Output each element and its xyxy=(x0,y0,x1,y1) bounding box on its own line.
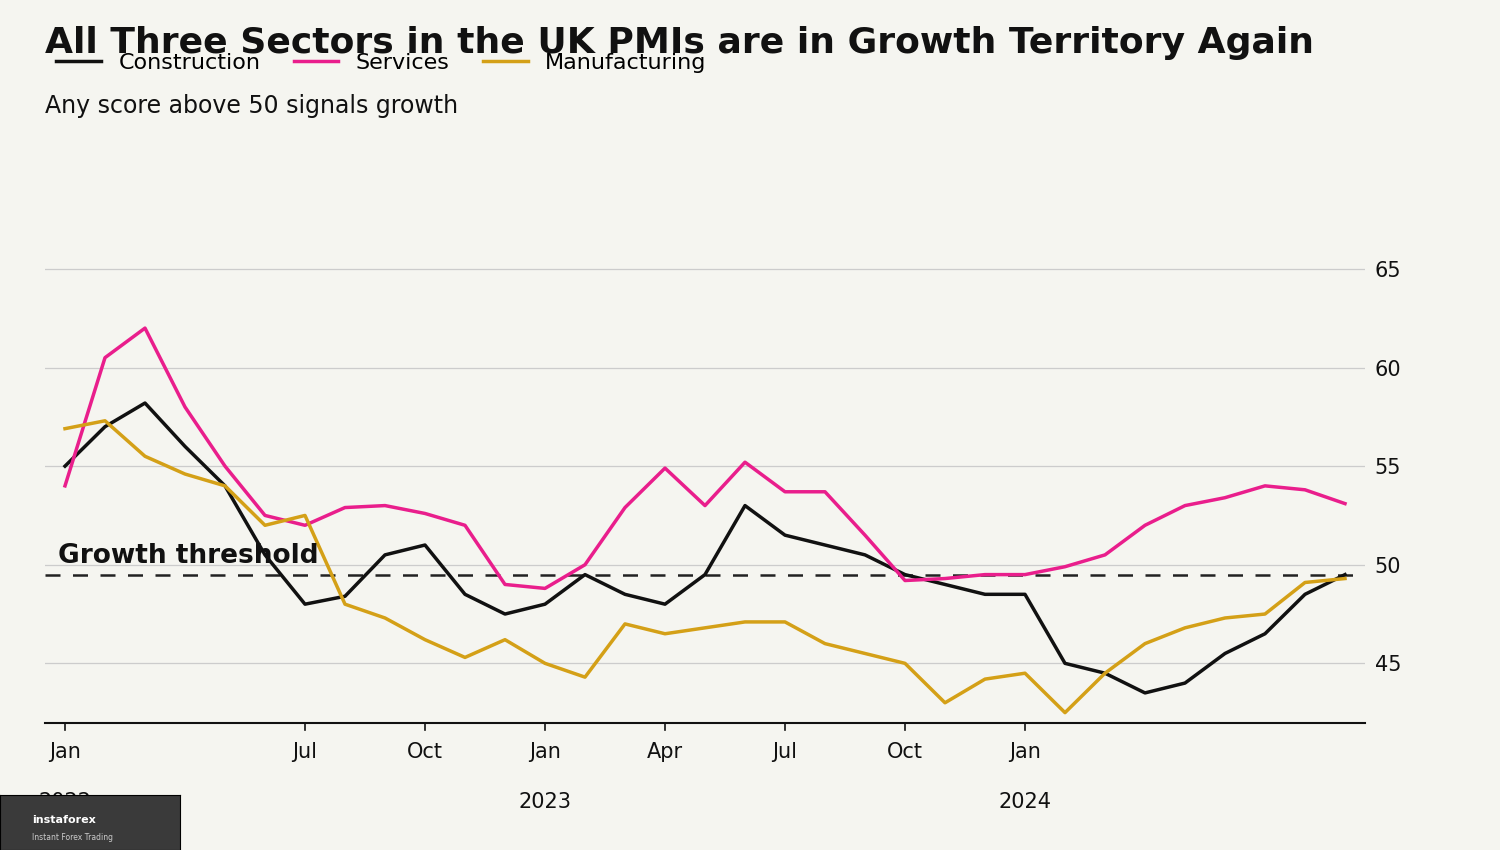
Text: Apr: Apr xyxy=(646,742,682,762)
Text: All Three Sectors in the UK PMIs are in Growth Territory Again: All Three Sectors in the UK PMIs are in … xyxy=(45,26,1314,60)
Text: 2022: 2022 xyxy=(39,791,92,812)
Text: Jul: Jul xyxy=(772,742,798,762)
Text: Oct: Oct xyxy=(886,742,922,762)
Text: 2024: 2024 xyxy=(999,791,1051,812)
Text: instaforex: instaforex xyxy=(33,814,96,824)
Text: 2023: 2023 xyxy=(519,791,572,812)
Text: Any score above 50 signals growth: Any score above 50 signals growth xyxy=(45,94,458,117)
Text: Jan: Jan xyxy=(530,742,561,762)
Text: Oct: Oct xyxy=(406,742,442,762)
Text: Instant Forex Trading: Instant Forex Trading xyxy=(33,833,114,842)
Text: Jan: Jan xyxy=(50,742,81,762)
Text: Jan: Jan xyxy=(1010,742,1041,762)
Text: Jul: Jul xyxy=(292,742,318,762)
Text: Growth threshold: Growth threshold xyxy=(58,542,320,569)
Legend: Construction, Services, Manufacturing: Construction, Services, Manufacturing xyxy=(56,54,706,73)
